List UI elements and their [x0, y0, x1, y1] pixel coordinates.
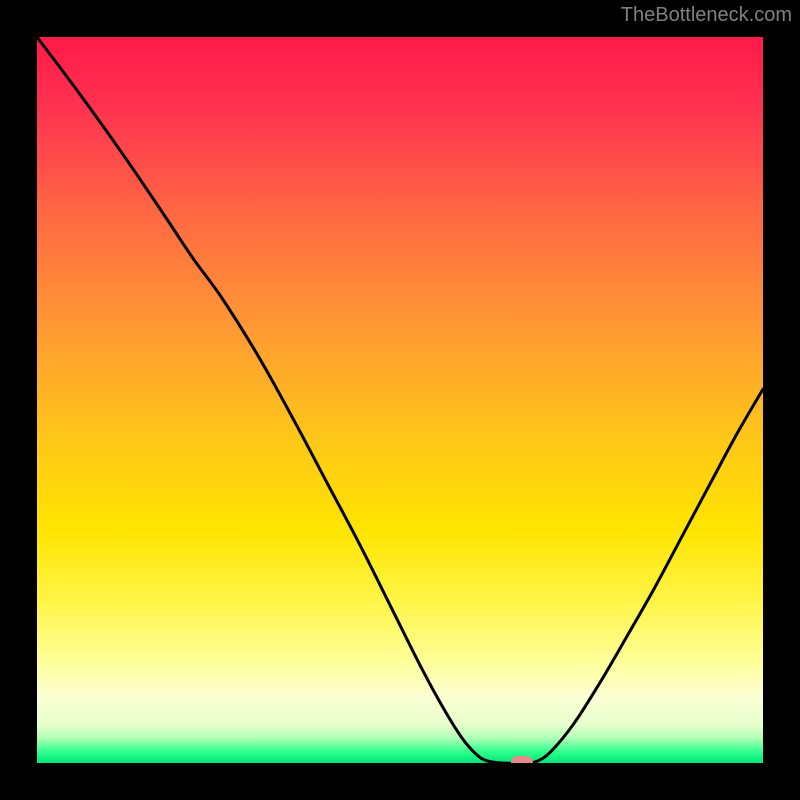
attribution-text: TheBottleneck.com: [621, 4, 792, 27]
bottleneck-curve: [37, 37, 763, 763]
chart-plot-area: [37, 37, 763, 763]
optimal-point-marker: [511, 756, 533, 763]
